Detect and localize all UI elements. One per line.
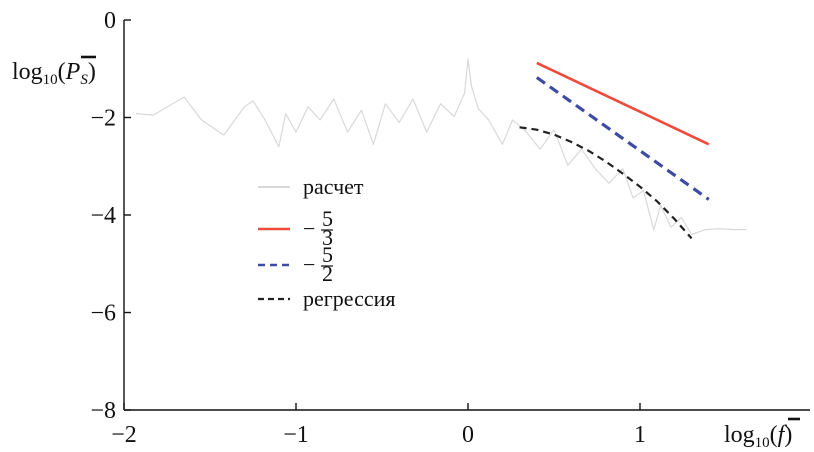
legend-num-5-2: 5 [322,242,333,267]
y-tick-label: −4 [90,203,116,229]
x-tick-label: 1 [634,422,646,448]
y-axis-label: log10(PS) [12,59,96,88]
legend-label-computed: расчет [303,174,364,199]
x-axis-label: log10(f) [724,422,792,451]
x-tick-label: −2 [111,422,137,448]
y-tick-label: −6 [90,301,116,327]
axes-layer: −2 −1 0 1 0 −2 −4 −6 −8 [90,8,810,448]
y-tick-label: 0 [104,8,116,34]
legend-num-5-3: 5 [322,206,333,231]
legend-label-regression: регрессия [303,286,396,311]
legend: расчет − 5 3 − 5 2 регрессия [258,174,396,311]
legend-den-5-2: 2 [322,261,333,286]
x-tick-label: 0 [462,422,474,448]
series-layer [135,58,747,240]
y-tick-label: −8 [90,398,116,424]
legend-minus-5-3: − [303,216,315,241]
legend-minus-5-2: − [303,252,315,277]
y-tick-label: −2 [90,106,116,132]
series-slope-5-3-line [536,61,710,146]
x-tick-label: −1 [283,422,309,448]
series-slope-5-2-line [535,76,710,201]
series-regression-line [519,126,693,240]
legend-den-5-3: 3 [322,225,333,250]
series-computed-line [135,58,747,236]
